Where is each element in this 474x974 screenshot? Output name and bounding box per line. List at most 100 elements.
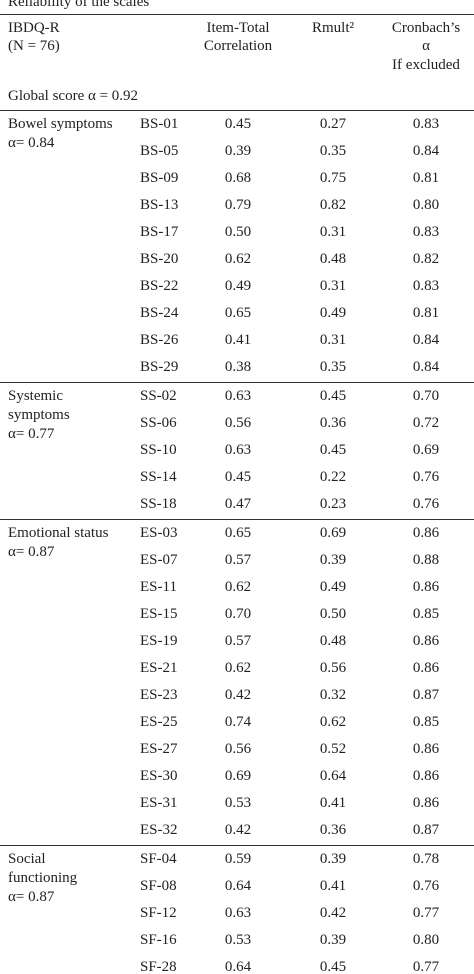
item-total-cell: 0.74 xyxy=(224,714,252,730)
column-header: Correlation xyxy=(203,38,273,54)
rmult-cell: 0.35 xyxy=(319,143,347,159)
item-code: ES-31 xyxy=(140,795,178,811)
item-code: SF-12 xyxy=(140,905,177,921)
item-total-cell: 0.64 xyxy=(224,959,252,974)
item-code: ES-27 xyxy=(140,741,178,757)
alpha-cell: 0.76 xyxy=(412,878,440,894)
alpha-cell: 0.87 xyxy=(412,822,440,838)
rmult-cell: 0.45 xyxy=(319,959,347,974)
rmult-cell: 0.35 xyxy=(319,359,347,375)
item-total-cell: 0.62 xyxy=(224,579,252,595)
alpha-cell: 0.85 xyxy=(412,714,440,730)
item-total-cell: 0.42 xyxy=(224,822,252,838)
alpha-cell: 0.78 xyxy=(412,851,440,867)
alpha-cell: 0.83 xyxy=(412,278,440,294)
item-total-cell: 0.42 xyxy=(224,687,252,703)
column-header: IBDQ-R xyxy=(8,20,60,36)
item-total-cell: 0.45 xyxy=(224,469,252,485)
rule xyxy=(0,844,474,846)
item-code: ES-25 xyxy=(140,714,178,730)
item-code: ES-07 xyxy=(140,552,178,568)
rmult-cell: 0.45 xyxy=(319,442,347,458)
item-code: SS-02 xyxy=(140,388,177,404)
item-code: BS-01 xyxy=(140,116,179,132)
column-header: (N = 76) xyxy=(8,38,60,54)
column-header: If excluded xyxy=(392,57,460,73)
rmult-cell: 0.69 xyxy=(319,525,347,541)
item-code: SS-18 xyxy=(140,496,177,512)
item-code: BS-05 xyxy=(140,143,179,159)
item-total-cell: 0.68 xyxy=(224,170,252,186)
alpha-cell: 0.81 xyxy=(412,305,440,321)
item-code: ES-03 xyxy=(140,525,178,541)
item-code: BS-24 xyxy=(140,305,179,321)
item-total-cell: 0.49 xyxy=(224,278,252,294)
group-label: α= 0.87 xyxy=(8,889,55,905)
rule xyxy=(0,381,474,383)
alpha-cell: 0.83 xyxy=(412,224,440,240)
item-code: BS-13 xyxy=(140,197,179,213)
alpha-cell: 0.69 xyxy=(412,442,440,458)
item-code: ES-23 xyxy=(140,687,178,703)
item-total-cell: 0.38 xyxy=(224,359,252,375)
rmult-cell: 0.36 xyxy=(319,415,347,431)
rmult-cell: 0.48 xyxy=(319,633,347,649)
group-label: α= 0.87 xyxy=(8,544,55,560)
rmult-cell: 0.52 xyxy=(319,741,347,757)
item-total-cell: 0.45 xyxy=(224,116,252,132)
column-header: Cronbach’s xyxy=(391,20,461,36)
alpha-cell: 0.86 xyxy=(412,768,440,784)
alpha-cell: 0.76 xyxy=(412,496,440,512)
item-total-cell: 0.50 xyxy=(224,224,252,240)
item-code: ES-32 xyxy=(140,822,178,838)
alpha-cell: 0.81 xyxy=(412,170,440,186)
alpha-cell: 0.86 xyxy=(412,633,440,649)
item-code: SF-08 xyxy=(140,878,177,894)
rmult-cell: 0.27 xyxy=(319,116,347,132)
rmult-cell: 0.48 xyxy=(319,251,347,267)
alpha-cell: 0.70 xyxy=(412,388,440,404)
alpha-cell: 0.83 xyxy=(412,116,440,132)
rmult-cell: 0.39 xyxy=(319,932,347,948)
group-label: α= 0.77 xyxy=(8,426,55,442)
item-code: SF-04 xyxy=(140,851,177,867)
rmult-cell: 0.31 xyxy=(319,332,347,348)
alpha-cell: 0.88 xyxy=(412,552,440,568)
alpha-cell: 0.84 xyxy=(412,359,440,375)
alpha-cell: 0.72 xyxy=(412,415,440,431)
alpha-cell: 0.87 xyxy=(412,687,440,703)
item-code: BS-29 xyxy=(140,359,179,375)
group-label: functioning xyxy=(8,870,78,886)
rmult-cell: 0.49 xyxy=(319,305,347,321)
rmult-cell: 0.64 xyxy=(319,768,347,784)
item-total-cell: 0.39 xyxy=(224,143,252,159)
item-total-cell: 0.79 xyxy=(224,197,252,213)
alpha-cell: 0.77 xyxy=(412,959,440,974)
alpha-cell: 0.86 xyxy=(412,795,440,811)
alpha-cell: 0.86 xyxy=(412,660,440,676)
alpha-cell: 0.82 xyxy=(412,251,440,267)
rmult-cell: 0.49 xyxy=(319,579,347,595)
rmult-cell: 0.75 xyxy=(319,170,347,186)
item-code: BS-09 xyxy=(140,170,179,186)
group-label: α= 0.84 xyxy=(8,135,55,151)
alpha-cell: 0.86 xyxy=(412,579,440,595)
alpha-cell: 0.85 xyxy=(412,606,440,622)
rmult-cell: 0.39 xyxy=(319,851,347,867)
global-score: Global score α = 0.92 xyxy=(8,88,139,104)
item-code: ES-15 xyxy=(140,606,178,622)
item-code: BS-22 xyxy=(140,278,179,294)
rmult-cell: 0.23 xyxy=(319,496,347,512)
item-code: ES-30 xyxy=(140,768,178,784)
group-label: Emotional status xyxy=(8,525,109,541)
alpha-cell: 0.80 xyxy=(412,932,440,948)
rmult-cell: 0.41 xyxy=(319,795,347,811)
column-header: Rmult² xyxy=(311,20,355,36)
alpha-cell: 0.76 xyxy=(412,469,440,485)
item-code: SS-06 xyxy=(140,415,177,431)
alpha-cell: 0.86 xyxy=(412,525,440,541)
rmult-cell: 0.31 xyxy=(319,224,347,240)
item-total-cell: 0.63 xyxy=(224,905,252,921)
group-label: Systemic xyxy=(8,388,63,404)
